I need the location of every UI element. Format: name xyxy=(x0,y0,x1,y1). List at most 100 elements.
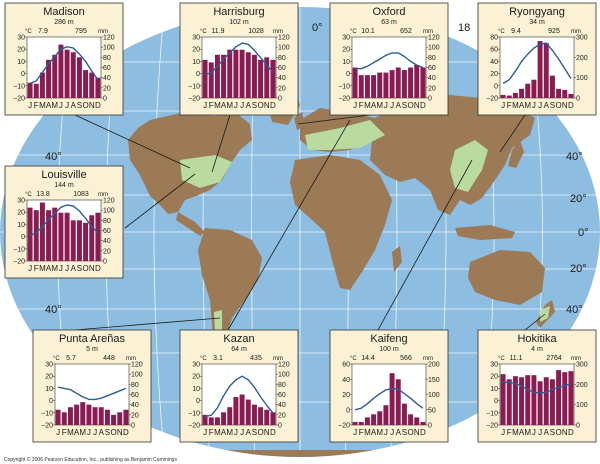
month-label: F xyxy=(507,428,512,437)
month-label: D xyxy=(95,264,101,273)
month-label: J xyxy=(538,428,542,437)
temperature-line xyxy=(502,42,572,85)
asia xyxy=(370,95,535,215)
lat-label-20s: 20° xyxy=(570,263,587,275)
temp-tick-label: 30 xyxy=(490,362,498,369)
temp-tick-label: 30 xyxy=(45,362,53,369)
annual-precipitation: 925 xyxy=(548,28,560,35)
month-label: S xyxy=(550,101,555,110)
precip-tick-label: 200 xyxy=(428,362,440,369)
precip-bar xyxy=(383,405,389,425)
precip-tick-label: 100 xyxy=(428,45,440,52)
precip-bar xyxy=(500,94,506,98)
precip-bar xyxy=(258,59,264,98)
precip-bar xyxy=(251,404,257,425)
station-name: Louisville xyxy=(41,169,86,181)
temp-tick-label: 0 xyxy=(21,234,25,241)
mean-temperature: 14.4 xyxy=(361,355,375,362)
precip-tick-label: 100 xyxy=(278,372,290,379)
madagascar xyxy=(392,246,402,272)
station-name: Kazan xyxy=(223,333,254,345)
month-label: N xyxy=(414,428,420,437)
temp-tick-label: −10 xyxy=(188,83,200,90)
month-label: N xyxy=(89,264,95,273)
precip-bar xyxy=(377,72,383,98)
region-south-america xyxy=(214,310,222,332)
precip-bar xyxy=(70,52,76,98)
annual-precipitation: 1083 xyxy=(73,191,89,198)
month-label: O xyxy=(110,428,116,437)
precip-bar xyxy=(537,381,543,425)
precip-bar xyxy=(80,402,86,425)
japan xyxy=(508,140,524,168)
precip-bar xyxy=(46,210,52,261)
annual-precipitation: 448 xyxy=(103,355,115,362)
australia xyxy=(468,250,545,305)
precip-tick-label: 200 xyxy=(576,382,588,389)
month-label: J xyxy=(353,101,357,110)
precip-unit: mm xyxy=(423,356,433,362)
temperature-line xyxy=(29,204,99,237)
temp-tick-label: 80 xyxy=(490,35,498,42)
precip-bar xyxy=(506,95,512,98)
south-america xyxy=(198,228,262,355)
temp-tick-label: 30 xyxy=(17,35,25,42)
precip-bar xyxy=(111,414,117,425)
precip-bar xyxy=(64,49,70,98)
station-elevation: 286 m xyxy=(54,19,74,26)
month-label: N xyxy=(264,428,270,437)
temp-tick-label: −20 xyxy=(486,96,498,103)
precip-bar xyxy=(33,210,39,261)
station-name: Harrisburg xyxy=(213,6,264,18)
precip-tick-label: 40 xyxy=(131,402,139,409)
precip-bar xyxy=(525,83,531,98)
temp-tick-label: 20 xyxy=(490,374,498,381)
precip-tick-label: 100 xyxy=(428,392,440,399)
month-label: J xyxy=(538,101,542,110)
precip-bar xyxy=(95,77,101,98)
lat-label-40n-left: 40° xyxy=(45,151,62,163)
precip-bar xyxy=(92,407,98,425)
temp-tick-label: 40 xyxy=(490,59,498,66)
month-label: D xyxy=(420,101,426,110)
central-america xyxy=(176,212,205,236)
precip-bar xyxy=(549,75,555,98)
precip-bar xyxy=(123,409,129,425)
precip-bar xyxy=(221,54,227,98)
precip-tick-label: 80 xyxy=(278,55,286,62)
precip-bar xyxy=(58,44,64,98)
month-label: O xyxy=(257,101,263,110)
precip-bar xyxy=(420,67,426,98)
precip-bar xyxy=(117,412,123,425)
precip-tick-label: 200 xyxy=(576,55,588,62)
temp-tick-label: −10 xyxy=(41,410,53,417)
temp-tick-label: 10 xyxy=(192,59,200,66)
precip-bar xyxy=(562,89,568,98)
month-label: F xyxy=(209,101,214,110)
temperature-line xyxy=(355,52,424,70)
precip-tick-label: 300 xyxy=(576,35,588,42)
month-label: J xyxy=(532,428,536,437)
temperature-line xyxy=(57,386,127,401)
precip-tick-label: 0 xyxy=(103,259,107,266)
month-label: N xyxy=(562,428,568,437)
temp-tick-label: −20 xyxy=(41,423,53,430)
month-label: M xyxy=(79,428,86,437)
month-label: A xyxy=(396,101,402,110)
month-label: M xyxy=(67,428,74,437)
station-elevation: 100 m xyxy=(379,346,399,353)
precip-bar xyxy=(233,397,239,425)
month-label: J xyxy=(93,428,97,437)
precip-bar xyxy=(214,417,220,425)
temp-tick-label: 10 xyxy=(192,386,200,393)
month-label: S xyxy=(550,428,555,437)
month-label: M xyxy=(376,428,383,437)
station-name: Kaifeng xyxy=(370,333,407,345)
precip-bar xyxy=(519,377,525,425)
precip-bar xyxy=(414,64,420,98)
annual-precipitation: 652 xyxy=(400,28,412,35)
